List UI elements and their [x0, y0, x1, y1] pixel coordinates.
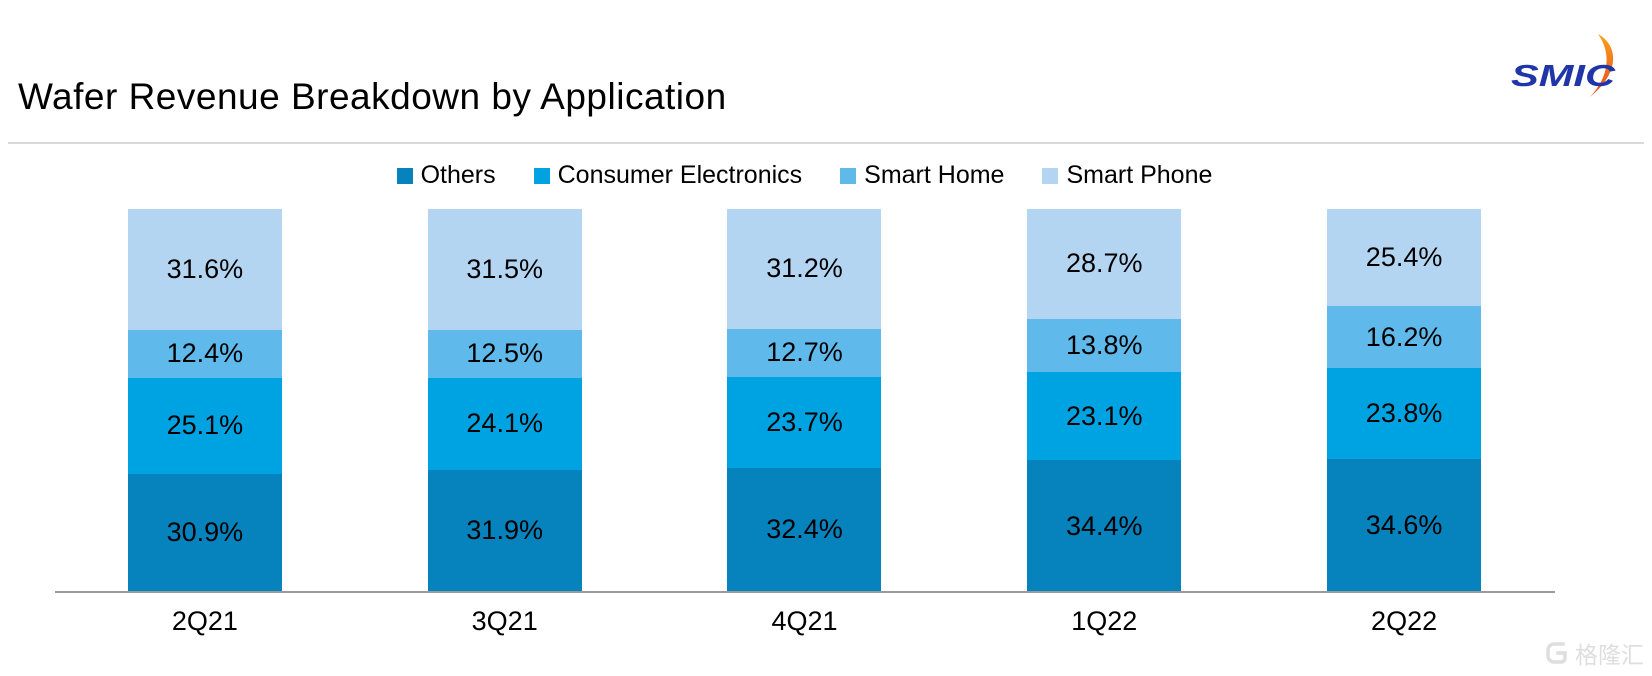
- legend-swatch-icon-smart-home: [840, 167, 857, 184]
- segment-value-label: 23.7%: [766, 407, 843, 438]
- legend-label-others: Others: [420, 161, 496, 189]
- segment-value-label: 24.1%: [466, 408, 543, 439]
- segment-value-label: 32.4%: [766, 514, 843, 545]
- segment-value-label: 16.2%: [1365, 321, 1443, 352]
- x-axis-label-2q21: 2Q21: [171, 606, 238, 636]
- segment-smart-home-2q21: 12.4%: [127, 330, 282, 378]
- stacked-bar-3q21: 31.9% 24.1% 12.5% 31.5%: [427, 209, 582, 592]
- segment-value-label: 13.8%: [1066, 329, 1143, 360]
- stacked-bar-2q22: 34.6% 23.8% 16.2% 25.4%: [1327, 209, 1482, 592]
- segment-others-2q21: 30.9%: [127, 473, 282, 592]
- segment-smart-phone-2q22: 25.4%: [1327, 209, 1482, 307]
- segment-smart-home-2q22: 16.2%: [1327, 306, 1482, 369]
- segment-value-label: 23.1%: [1066, 400, 1143, 431]
- segment-others-1q22: 34.4%: [1027, 460, 1182, 592]
- segment-value-label: 25.1%: [166, 410, 244, 441]
- x-axis-label-3q21: 3Q21: [471, 606, 538, 636]
- segment-smart-phone-3q21: 31.5%: [427, 209, 582, 330]
- legend-swatch-icon-smart-phone: [1042, 167, 1059, 184]
- bar-column-3q21: 31.9% 24.1% 12.5% 31.5%: [355, 209, 655, 592]
- segment-smart-phone-1q22: 28.7%: [1027, 209, 1182, 319]
- bar-column-1q22: 34.4% 23.1% 13.8% 28.7%: [954, 209, 1254, 592]
- legend-swatch-icon-others: [396, 167, 413, 184]
- x-axis-labels: 2Q21 3Q21 4Q21 1Q22 2Q22: [55, 606, 1554, 637]
- legend-item-smart-phone: Smart Phone: [1042, 161, 1212, 190]
- smic-logo: SMIC: [1511, 34, 1616, 97]
- x-axis-label-2q22: 2Q22: [1371, 606, 1438, 636]
- segment-value-label: 31.2%: [766, 253, 843, 284]
- segment-consumer-electronics-1q22: 23.1%: [1027, 371, 1182, 461]
- segment-consumer-electronics-4q21: 23.7%: [727, 377, 882, 468]
- bar-column-4q21: 32.4% 23.7% 12.7% 31.2%: [655, 209, 955, 592]
- x-axis-label-4q21: 4Q21: [771, 606, 838, 636]
- legend-label-consumer-electronics: Consumer Electronics: [557, 161, 803, 189]
- watermark-gelonghui: 格隆汇: [1544, 636, 1644, 670]
- segment-value-label: 25.4%: [1365, 242, 1443, 273]
- stacked-bar-4q21: 32.4% 23.7% 12.7% 31.2%: [727, 209, 882, 592]
- segment-smart-home-3q21: 12.5%: [427, 329, 582, 378]
- bar-column-2q22: 34.6% 23.8% 16.2% 25.4%: [1254, 209, 1554, 592]
- chart-legend: Others Consumer Electronics Smart Home Smar…: [55, 161, 1554, 190]
- stacked-bar-1q22: 34.4% 23.1% 13.8% 28.7%: [1027, 209, 1182, 592]
- segment-others-3q21: 31.9%: [427, 469, 582, 592]
- segment-smart-phone-2q21: 31.6%: [127, 209, 282, 331]
- segment-consumer-electronics-2q21: 25.1%: [127, 377, 282, 474]
- segment-others-2q22: 34.6%: [1327, 459, 1482, 592]
- stacked-bar-chart: 30.9% 25.1% 12.4% 31.6% 31.9% 24.1% 12.5% 31.5%…: [55, 209, 1554, 592]
- legend-label-smart-home: Smart Home: [864, 161, 1005, 189]
- legend-item-smart-home: Smart Home: [840, 161, 1004, 190]
- segment-value-label: 12.5%: [466, 338, 543, 369]
- segment-consumer-electronics-2q22: 23.8%: [1327, 368, 1482, 460]
- segment-consumer-electronics-3q21: 24.1%: [427, 377, 582, 470]
- watermark-text: 格隆汇: [1575, 642, 1644, 668]
- legend-swatch-icon-consumer-electronics: [533, 167, 550, 184]
- legend-item-consumer-electronics: Consumer Electronics: [533, 161, 803, 190]
- segment-value-label: 12.4%: [166, 338, 244, 369]
- segment-value-label: 28.7%: [1066, 248, 1143, 279]
- segment-others-4q21: 32.4%: [727, 467, 882, 592]
- gelonghui-g-icon: [1546, 642, 1567, 664]
- segment-value-label: 34.4%: [1066, 510, 1143, 541]
- legend-item-others: Others: [396, 161, 496, 190]
- segment-value-label: 23.8%: [1365, 398, 1443, 429]
- segment-value-label: 12.7%: [766, 337, 843, 368]
- smic-logo-arc: [1590, 34, 1614, 97]
- smic-logo-text: SMIC: [1511, 58, 1616, 93]
- x-axis-line: [55, 591, 1555, 593]
- segment-smart-home-1q22: 13.8%: [1027, 318, 1182, 372]
- segment-value-label: 31.9%: [466, 515, 543, 546]
- title-divider: [8, 142, 1644, 144]
- segment-value-label: 34.6%: [1365, 510, 1443, 541]
- segment-value-label: 31.6%: [166, 254, 244, 285]
- segment-value-label: 30.9%: [166, 517, 244, 548]
- segment-value-label: 31.5%: [466, 253, 543, 284]
- segment-smart-phone-4q21: 31.2%: [727, 209, 882, 329]
- x-axis-label-1q22: 1Q22: [1071, 606, 1138, 636]
- stacked-bar-2q21: 30.9% 25.1% 12.4% 31.6%: [127, 209, 282, 592]
- page-title: Wafer Revenue Breakdown by Application: [18, 76, 727, 117]
- bar-column-2q21: 30.9% 25.1% 12.4% 31.6%: [55, 209, 355, 592]
- segment-smart-home-4q21: 12.7%: [727, 328, 882, 378]
- legend-label-smart-phone: Smart Phone: [1066, 161, 1213, 189]
